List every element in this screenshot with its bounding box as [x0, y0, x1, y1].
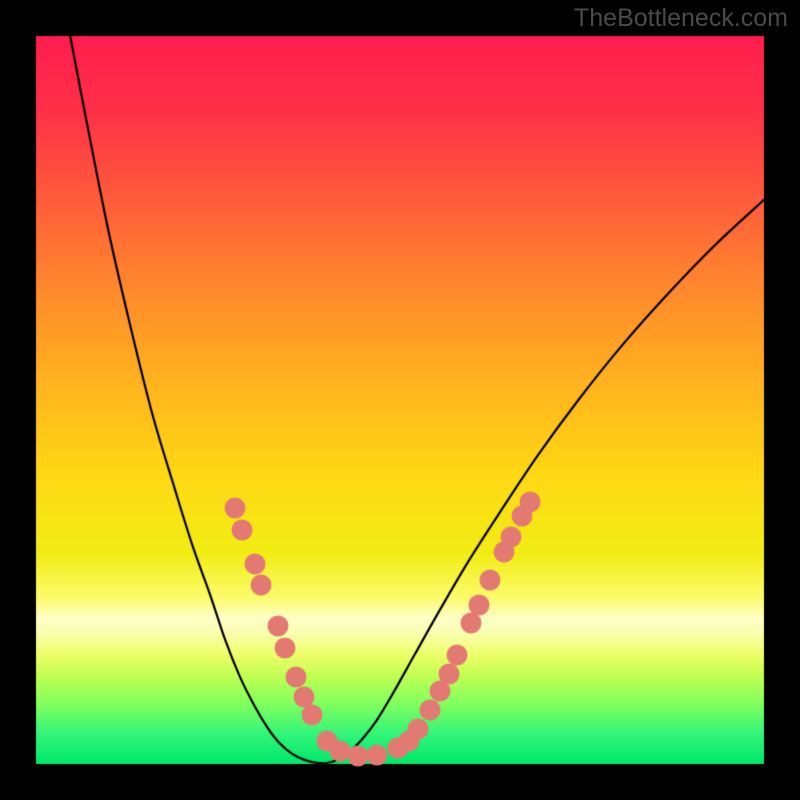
chart-stage: TheBottleneck.com [0, 0, 800, 800]
v-curve-canvas [0, 0, 800, 800]
watermark-text: TheBottleneck.com [574, 4, 788, 33]
